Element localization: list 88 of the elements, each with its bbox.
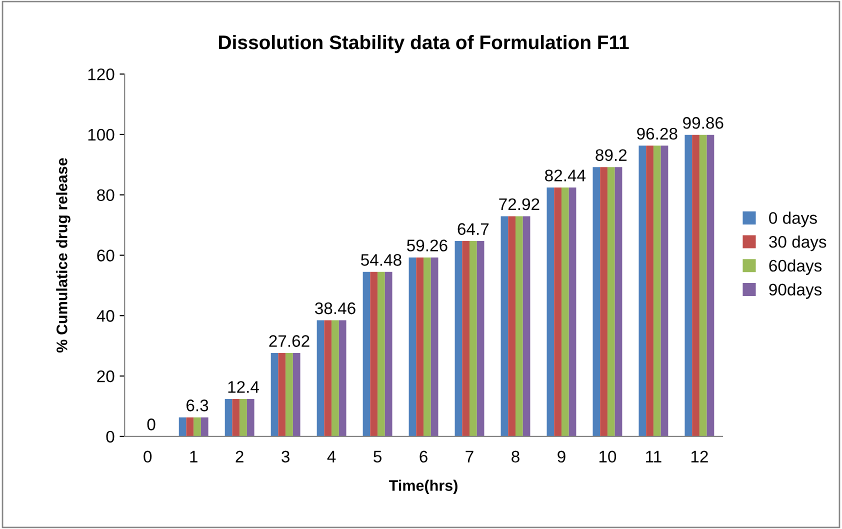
bar xyxy=(646,146,654,436)
bar xyxy=(200,417,208,436)
data-label: 38.46 xyxy=(315,302,356,314)
bar xyxy=(638,146,646,436)
x-tick-label: 0 xyxy=(144,450,152,463)
y-tick-label: 20 xyxy=(97,370,114,382)
y-tick-label: 60 xyxy=(97,250,114,262)
x-tick-label: 4 xyxy=(327,450,336,462)
data-label: 82.44 xyxy=(545,170,586,182)
bar xyxy=(224,398,232,436)
bar xyxy=(660,146,668,436)
x-tick-label: 5 xyxy=(374,450,382,463)
data-label: 6.3 xyxy=(186,400,208,412)
bar xyxy=(500,216,508,436)
bar xyxy=(246,398,254,436)
data-label: 99.86 xyxy=(683,117,724,129)
data-label: 89.2 xyxy=(596,149,627,161)
bar xyxy=(424,257,431,436)
y-tick-label: 40 xyxy=(96,310,114,322)
x-tick-label: 3 xyxy=(282,450,290,463)
data-label: 96.28 xyxy=(637,128,678,140)
bar xyxy=(522,216,530,436)
bar xyxy=(316,320,324,436)
x-axis-title: Time(hrs) xyxy=(389,480,458,494)
bar xyxy=(607,167,615,436)
data-label: 27.62 xyxy=(269,335,310,347)
data-label: 59.26 xyxy=(407,240,448,252)
bar xyxy=(292,353,300,436)
bar xyxy=(408,257,416,436)
bar xyxy=(338,320,346,436)
legend-label: 60days xyxy=(769,259,822,275)
data-label: 0 xyxy=(147,418,156,430)
data-label: 54.48 xyxy=(361,254,402,266)
bar xyxy=(561,187,569,436)
data-label: 72.92 xyxy=(499,198,540,210)
x-tick-label: 12 xyxy=(691,450,708,462)
data-label: 64.7 xyxy=(458,223,489,235)
bar xyxy=(614,167,622,436)
bar xyxy=(476,241,484,436)
bar xyxy=(378,272,385,436)
bar xyxy=(454,241,462,436)
x-tick-label: 2 xyxy=(236,450,244,462)
y-tick-label: 80 xyxy=(97,189,114,202)
bar xyxy=(232,398,240,436)
x-tick-label: 8 xyxy=(512,450,520,463)
x-tick-label: 9 xyxy=(558,450,566,463)
bar xyxy=(592,167,600,436)
x-tick-label: 11 xyxy=(646,450,662,462)
bar xyxy=(186,417,194,436)
bar xyxy=(324,320,332,436)
legend-label: 0 days xyxy=(769,212,817,228)
bar xyxy=(508,216,516,436)
bar xyxy=(270,353,278,436)
bar xyxy=(278,353,286,436)
data-label: 12.4 xyxy=(228,381,259,393)
bar xyxy=(370,272,378,436)
bar xyxy=(692,134,700,436)
x-tick-label: 7 xyxy=(466,450,474,462)
bar xyxy=(554,187,562,436)
bar xyxy=(546,187,554,436)
bar xyxy=(600,167,608,436)
bar xyxy=(362,272,370,436)
y-axis-title: % Cumulatice drug release xyxy=(56,158,70,352)
bar xyxy=(384,272,392,436)
bar xyxy=(194,417,201,436)
x-tick-label: 1 xyxy=(190,450,198,462)
bar xyxy=(430,257,438,436)
bar xyxy=(516,216,523,436)
x-tick-label: 10 xyxy=(599,450,616,463)
bar xyxy=(178,417,186,436)
bar xyxy=(416,257,424,436)
bar xyxy=(684,134,692,436)
bar xyxy=(699,134,707,436)
y-tick-label: 0 xyxy=(106,430,114,443)
y-tick-label: 120 xyxy=(88,68,114,80)
bar xyxy=(286,353,293,436)
bar xyxy=(332,320,339,436)
bar xyxy=(568,187,576,436)
bar xyxy=(653,146,661,436)
x-tick-label: 6 xyxy=(420,450,428,463)
chart-title: Dissolution Stability data of Formulation F11 xyxy=(219,34,629,54)
legend-label: 90days xyxy=(769,283,822,299)
legend-label: 30 days xyxy=(769,236,826,252)
bar xyxy=(462,241,470,436)
bar xyxy=(470,241,477,436)
bar xyxy=(240,398,247,436)
y-tick-label: 100 xyxy=(88,128,114,141)
bar xyxy=(706,134,714,436)
